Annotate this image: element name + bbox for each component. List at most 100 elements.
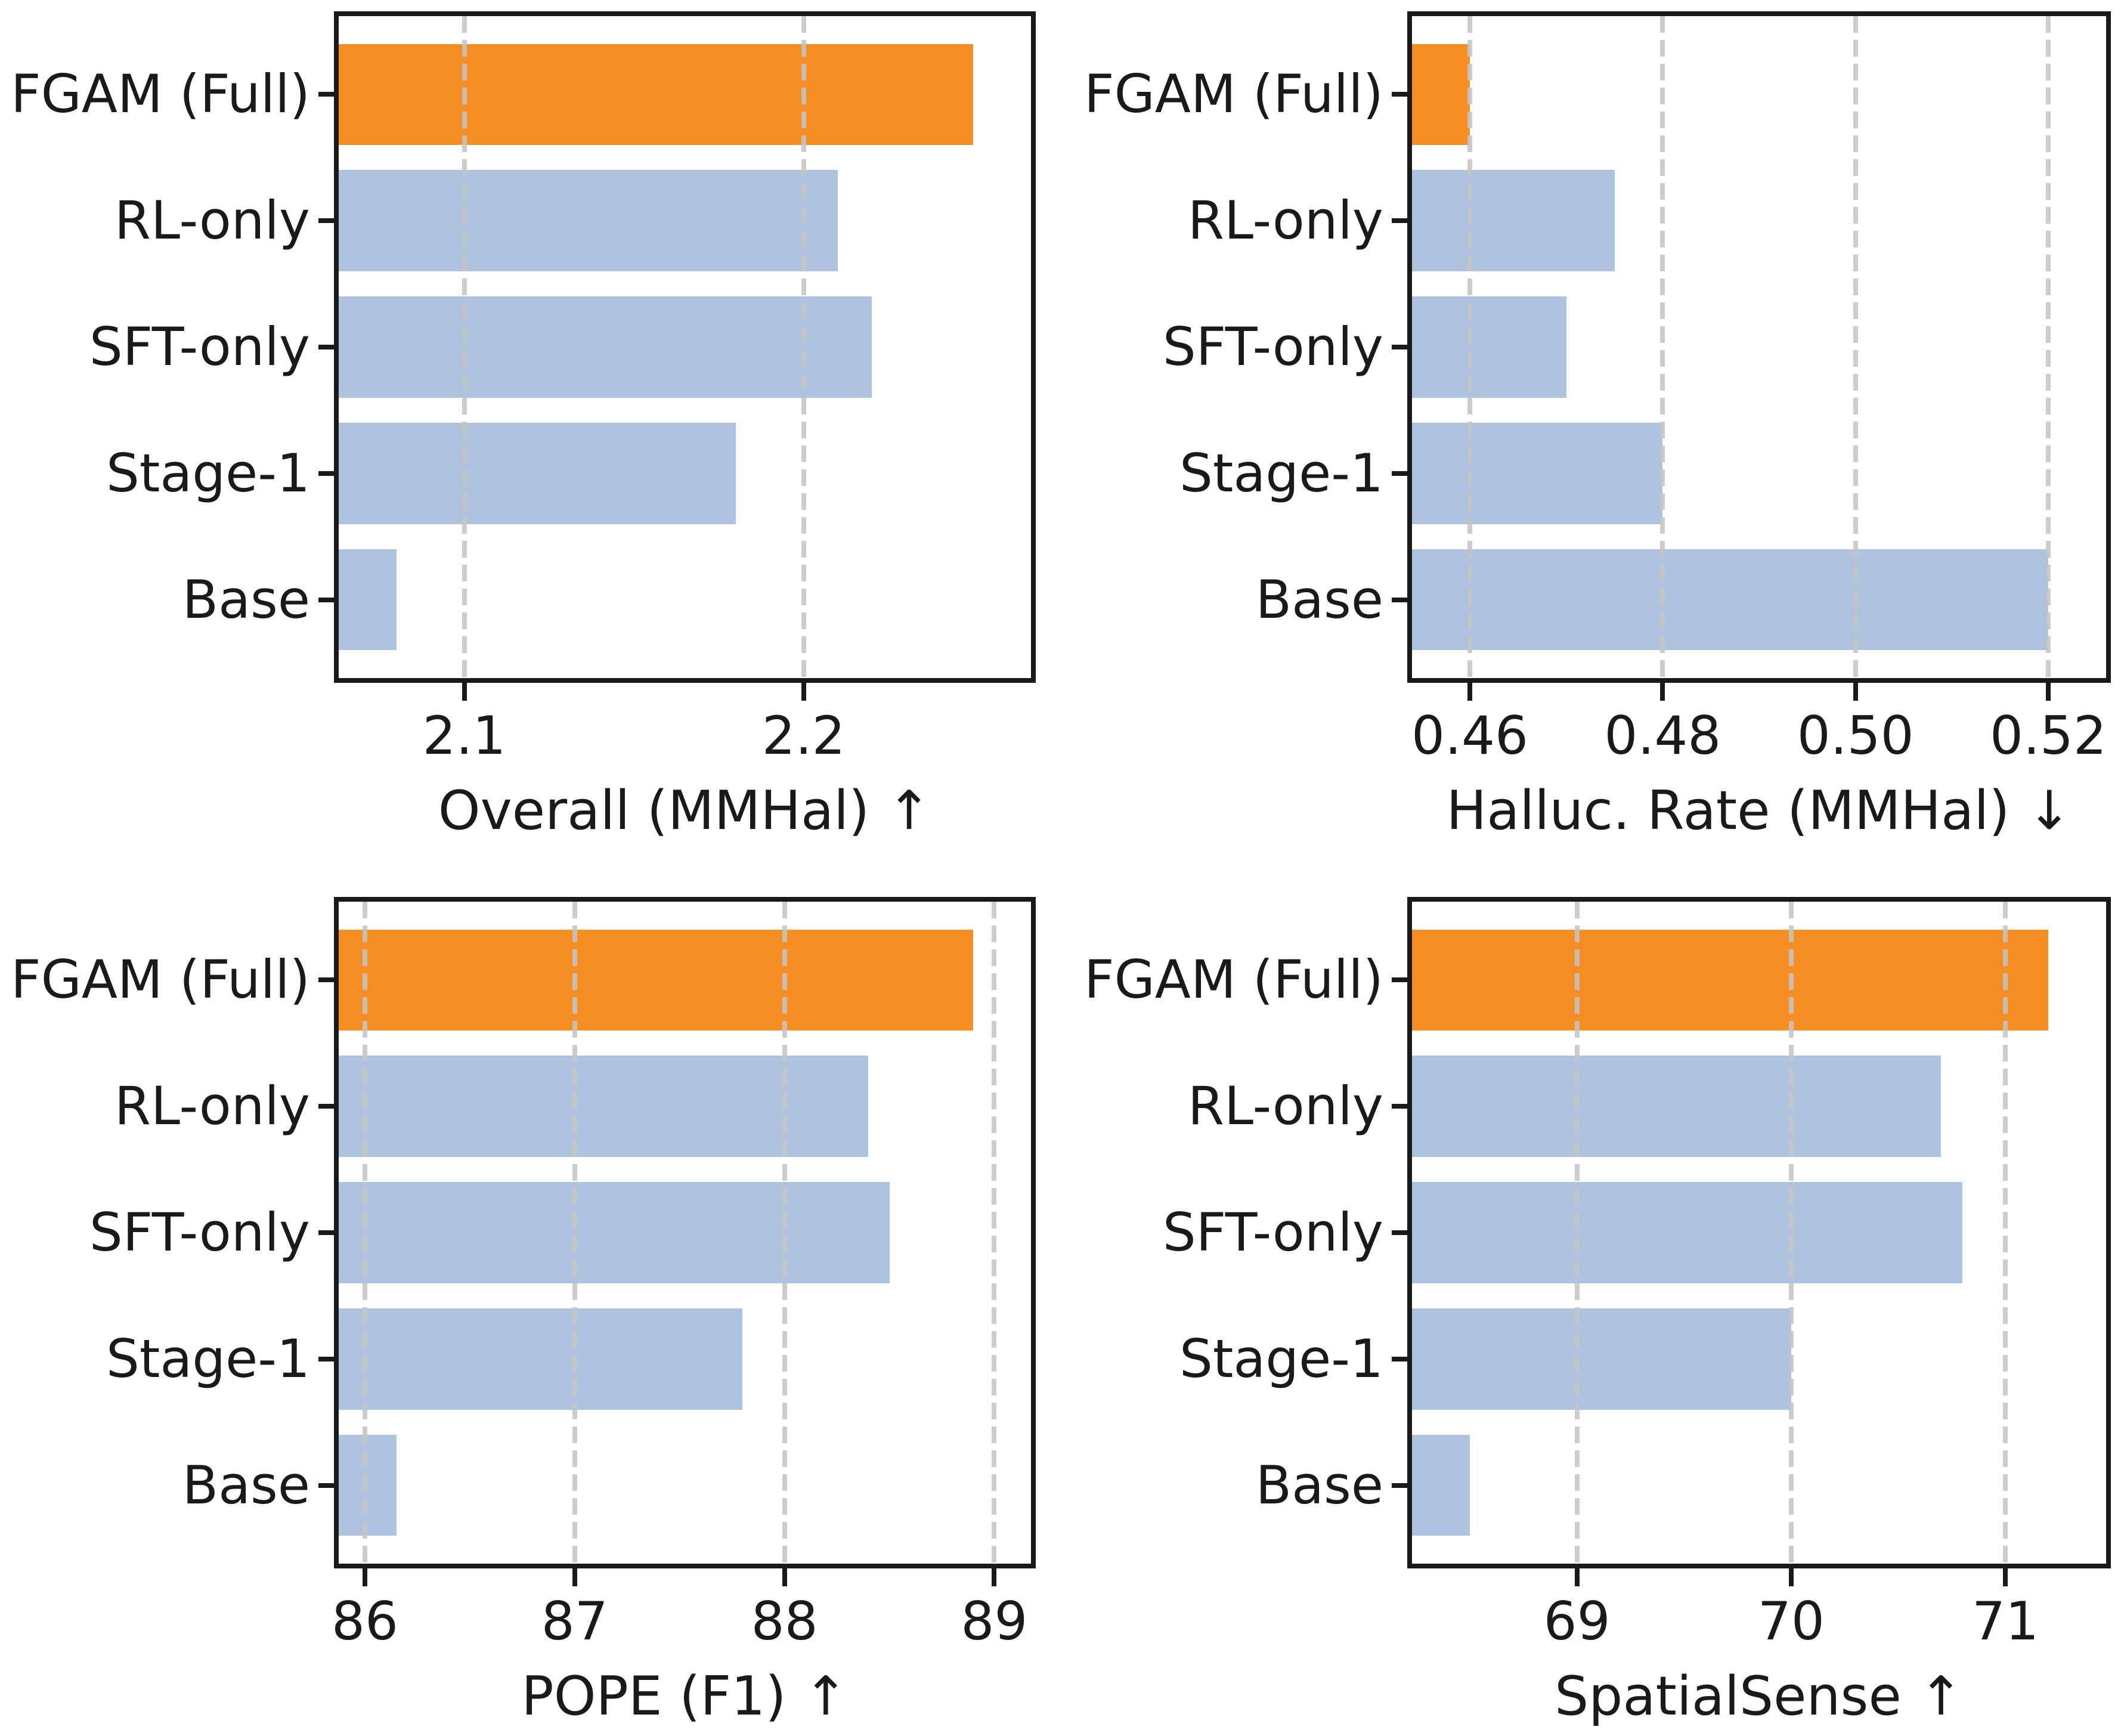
y-axis-label-sft-only: SFT-only [89, 1202, 310, 1263]
y-tick-mark [318, 1104, 334, 1109]
x-tick-label: 0.50 [1797, 705, 1914, 766]
x-tick-label: 71 [1972, 1590, 2039, 1652]
y-tick-mark [318, 218, 334, 224]
y-axis-label-rl-only: RL-only [1187, 190, 1383, 252]
x-tick-mark [992, 1568, 997, 1586]
gridline-0.46 [1467, 16, 1472, 678]
y-axis-label-base: Base [1255, 568, 1383, 630]
bar-rl-only [339, 170, 838, 271]
y-axis-label-base: Base [182, 568, 310, 630]
y-axis-label-sft-only: SFT-only [1162, 316, 1383, 377]
y-tick-mark [1392, 345, 1407, 349]
x-tick-label: 0.52 [1990, 705, 2107, 766]
x-tick-label: 88 [751, 1590, 818, 1652]
bar-fgam-full [339, 929, 974, 1031]
x-tick-mark [572, 1568, 577, 1586]
bar-base [1412, 1434, 1470, 1536]
x-tick-mark [362, 1568, 367, 1586]
bar-stage-1 [1412, 423, 1663, 524]
axis-title-spatialsense: SpatialSense ↑ [1555, 1665, 1964, 1728]
gridline-71 [2003, 902, 2008, 1564]
y-tick-mark [1392, 218, 1407, 224]
y-tick-mark [318, 92, 334, 97]
y-tick-mark [318, 1483, 334, 1488]
y-axis-label-stage-1: Stage-1 [106, 1327, 310, 1390]
x-tick-mark [2003, 1568, 2008, 1586]
x-tick-label: 2.1 [422, 705, 506, 766]
bar-sft-only [339, 296, 872, 398]
y-axis-label-fgam-full: FGAM (Full) [1083, 63, 1383, 125]
y-tick-mark [318, 471, 334, 476]
x-tick-mark [1660, 683, 1665, 701]
y-axis-label-fgam-full: FGAM (Full) [10, 63, 310, 125]
y-tick-mark [1392, 1104, 1407, 1109]
y-axis-label-base: Base [182, 1454, 310, 1516]
x-tick-label: 2.2 [761, 705, 846, 766]
bar-stage-1 [339, 1308, 743, 1410]
y-tick-mark [1392, 1356, 1407, 1361]
plot-area-overall-mmhal [334, 11, 1036, 683]
bar-sft-only [339, 1182, 890, 1283]
x-tick-mark [782, 1568, 787, 1586]
bar-fgam-full [339, 44, 974, 146]
axis-title-pope-f1: POPE (F1) ↑ [521, 1665, 849, 1728]
bar-base [1412, 549, 2048, 651]
x-tick-mark [801, 683, 806, 701]
plot-area-halluc-rate-mmhal [1407, 11, 2111, 683]
bar-rl-only [339, 1056, 869, 1157]
x-tick-label: 86 [331, 1590, 398, 1652]
gridline-86 [362, 902, 367, 1564]
plot-area-pope-f1 [334, 897, 1036, 1568]
y-axis-label-rl-only: RL-only [1187, 1075, 1383, 1137]
x-tick-label: 89 [961, 1590, 1028, 1652]
x-tick-label: 70 [1757, 1590, 1825, 1652]
y-tick-mark [1392, 1483, 1407, 1488]
bar-base [339, 1434, 397, 1536]
y-tick-mark [318, 977, 334, 983]
gridline-0.50 [1853, 16, 1858, 678]
gridline-0.52 [2046, 16, 2051, 678]
y-axis-label-fgam-full: FGAM (Full) [10, 949, 310, 1011]
bar-rl-only [1412, 170, 1615, 271]
gridline-89 [992, 902, 997, 1564]
x-tick-mark [462, 683, 467, 701]
y-axis-label-stage-1: Stage-1 [106, 442, 310, 504]
x-tick-label: 0.48 [1604, 705, 1721, 766]
y-tick-mark [318, 1356, 334, 1361]
y-tick-mark [1392, 1230, 1407, 1235]
bar-sft-only [1412, 1182, 1963, 1283]
x-tick-mark [1574, 1568, 1580, 1586]
axis-title-overall-mmhal: Overall (MMHal) ↑ [438, 779, 932, 842]
bar-stage-1 [339, 423, 736, 524]
x-tick-mark [2046, 683, 2051, 701]
y-axis-label-stage-1: Stage-1 [1179, 442, 1383, 504]
x-tick-mark [1788, 1568, 1794, 1586]
bar-rl-only [1412, 1056, 1942, 1157]
gridline-2.1 [462, 16, 467, 678]
gridline-88 [782, 902, 787, 1564]
x-tick-mark [1853, 683, 1858, 701]
bar-fgam-full [1412, 929, 2048, 1031]
y-tick-mark [318, 597, 334, 602]
gridline-70 [1788, 902, 1794, 1564]
y-axis-label-base: Base [1255, 1454, 1383, 1516]
axis-title-halluc-rate-mmhal: Halluc. Rate (MMHal) ↓ [1446, 779, 2072, 842]
y-tick-mark [1392, 597, 1407, 602]
y-tick-mark [1392, 471, 1407, 476]
gridline-0.48 [1660, 16, 1665, 678]
y-axis-label-sft-only: SFT-only [1162, 1202, 1383, 1263]
bar-fgam-full [1412, 44, 1470, 146]
x-tick-mark [1467, 683, 1472, 701]
y-tick-mark [318, 1230, 334, 1235]
x-tick-label: 0.46 [1411, 705, 1528, 766]
y-axis-label-sft-only: SFT-only [89, 316, 310, 377]
gridline-87 [572, 902, 577, 1564]
y-axis-label-rl-only: RL-only [114, 1075, 310, 1137]
x-tick-label: 87 [541, 1590, 608, 1652]
y-axis-label-stage-1: Stage-1 [1179, 1327, 1383, 1390]
bar-stage-1 [1412, 1308, 1791, 1410]
